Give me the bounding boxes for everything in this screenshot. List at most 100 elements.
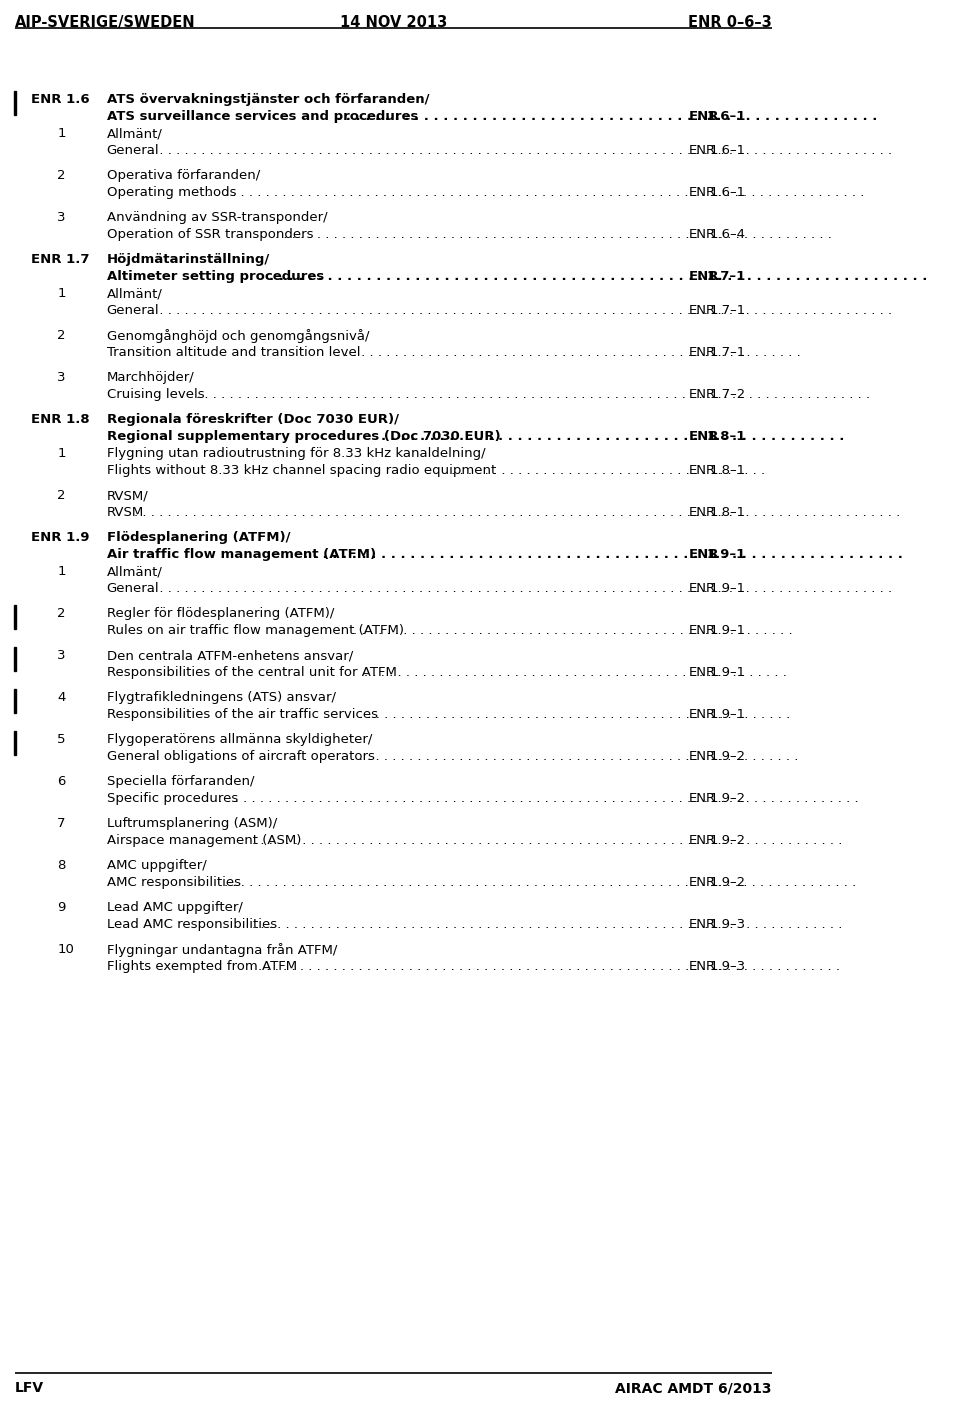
Text: Allmänt/: Allmänt/ <box>107 128 162 140</box>
Text: ENR: ENR <box>688 304 715 317</box>
Text: Flights exempted from ATFM: Flights exempted from ATFM <box>107 960 297 974</box>
Text: . . . . . . . . . . . . . . . . . . . . . . . . . . . . . . . . . . . . . . . . : . . . . . . . . . . . . . . . . . . . . … <box>365 666 792 679</box>
Text: 2: 2 <box>58 328 66 342</box>
Text: 1.9–3: 1.9–3 <box>709 918 746 932</box>
Text: ENR: ENR <box>688 918 715 932</box>
Text: . . . . . . . . . . . . . . . . . . . . . . . . . . . . . . . . . . . . . . . . : . . . . . . . . . . . . . . . . . . . . … <box>252 918 847 932</box>
Text: 2: 2 <box>58 607 66 620</box>
Text: ATS surveillance services and procedures: ATS surveillance services and procedures <box>107 109 418 123</box>
Text: Flödesplanering (ATFM)/: Flödesplanering (ATFM)/ <box>107 530 290 544</box>
Text: 1.7–1: 1.7–1 <box>709 304 746 317</box>
Text: ENR: ENR <box>688 549 719 561</box>
Text: ENR: ENR <box>688 582 715 595</box>
Text: 1: 1 <box>58 565 66 578</box>
Text: General: General <box>107 145 159 157</box>
Text: ENR: ENR <box>688 187 715 199</box>
Text: ATS övervakningstjänster och förfaranden/: ATS övervakningstjänster och förfaranden… <box>107 93 429 107</box>
Text: Air traffic flow management (ATFM): Air traffic flow management (ATFM) <box>107 549 375 561</box>
Text: Cruising levels: Cruising levels <box>107 389 204 401</box>
Text: . . . . . . . . . . . . . . . . . . . . . . . . . . . . . . . . . . . . . . . . : . . . . . . . . . . . . . . . . . . . . … <box>134 506 904 519</box>
Text: ENR: ENR <box>688 833 715 847</box>
Text: ENR: ENR <box>688 229 715 241</box>
Text: Rules on air traffic flow management (ATFM): Rules on air traffic flow management (AT… <box>107 624 403 637</box>
Text: 10: 10 <box>58 943 74 955</box>
Text: . . . . . . . . . . . . . . . . . . . . . . . . . . . . . . . . . . . . . . . . : . . . . . . . . . . . . . . . . . . . . … <box>381 429 850 443</box>
Text: ENR 0–6–3: ENR 0–6–3 <box>688 15 772 29</box>
Bar <box>14 647 16 671</box>
Text: ENR 1.7: ENR 1.7 <box>31 253 89 267</box>
Text: General: General <box>107 582 159 595</box>
Text: ENR: ENR <box>688 751 715 763</box>
Text: 1.6–1: 1.6–1 <box>709 145 746 157</box>
Bar <box>14 731 16 755</box>
Text: AMC uppgifter/: AMC uppgifter/ <box>107 859 206 873</box>
Text: ENR: ENR <box>688 464 715 477</box>
Text: . . . . . . . . . . . . . . . . . . . . . . . . . . . . . . . . . . . . . . . . : . . . . . . . . . . . . . . . . . . . . … <box>426 464 770 477</box>
Text: Responsibilities of the central unit for ATFM: Responsibilities of the central unit for… <box>107 666 396 679</box>
Text: ENR: ENR <box>688 875 715 890</box>
Text: LFV: LFV <box>14 1381 44 1395</box>
Text: 8: 8 <box>58 859 65 873</box>
Text: 1.9–3: 1.9–3 <box>709 960 746 974</box>
Text: Flygtrafikledningens (ATS) ansvar/: Flygtrafikledningens (ATS) ansvar/ <box>107 692 336 704</box>
Text: . . . . . . . . . . . . . . . . . . . . . . . . . . . . . . . . . . . . . . . . : . . . . . . . . . . . . . . . . . . . . … <box>275 229 835 241</box>
Text: . . . . . . . . . . . . . . . . . . . . . . . . . . . . . . . . . . . . . . . . : . . . . . . . . . . . . . . . . . . . . … <box>302 549 907 561</box>
Text: Speciella förfaranden/: Speciella förfaranden/ <box>107 774 254 788</box>
Text: Användning av SSR-transponder/: Användning av SSR-transponder/ <box>107 210 327 224</box>
Text: 9: 9 <box>58 901 65 913</box>
Text: 1.6–4: 1.6–4 <box>709 229 746 241</box>
Text: 1.6–1: 1.6–1 <box>709 187 746 199</box>
Text: Genomgånghöjd och genomgångsnivå/: Genomgånghöjd och genomgångsnivå/ <box>107 328 369 342</box>
Text: . . . . . . . . . . . . . . . . . . . . . . . . . . . . . . . . . . . . . . . . : . . . . . . . . . . . . . . . . . . . . … <box>151 582 897 595</box>
Text: 1.9–2: 1.9–2 <box>709 875 746 890</box>
Text: 3: 3 <box>58 370 66 384</box>
Text: 1.7–1: 1.7–1 <box>709 347 746 359</box>
Text: 1.7–1: 1.7–1 <box>707 269 746 283</box>
Text: . . . . . . . . . . . . . . . . . . . . . . . . . . . . . . . . . . . . . . . . : . . . . . . . . . . . . . . . . . . . . … <box>218 793 863 805</box>
Text: ENR: ENR <box>688 624 715 637</box>
Text: Operativa förfaranden/: Operativa förfaranden/ <box>107 168 260 182</box>
Text: . . . . . . . . . . . . . . . . . . . . . . . . . . . . . . . . . . . . . . . . : . . . . . . . . . . . . . . . . . . . . … <box>151 304 897 317</box>
Text: General: General <box>107 304 159 317</box>
Text: Regionala föreskrifter (Doc 7030 EUR)/: Regionala föreskrifter (Doc 7030 EUR)/ <box>107 412 398 427</box>
Text: . . . . . . . . . . . . . . . . . . . . . . . . . . . . . . . . . . . . . . . . : . . . . . . . . . . . . . . . . . . . . … <box>224 875 860 890</box>
Text: 1: 1 <box>58 288 66 300</box>
Text: Höjdmätarinställning/: Höjdmätarinställning/ <box>107 253 270 267</box>
Text: 5: 5 <box>58 732 66 746</box>
Text: 1.9–1: 1.9–1 <box>709 709 746 721</box>
Text: Altimeter setting procedures: Altimeter setting procedures <box>107 269 324 283</box>
Text: 6: 6 <box>58 774 65 788</box>
Text: ENR: ENR <box>688 429 719 443</box>
Text: Regional supplementary procedures (Doc 7030 EUR): Regional supplementary procedures (Doc 7… <box>107 429 500 443</box>
Text: Operating methods: Operating methods <box>107 187 236 199</box>
Text: Flygoperatörens allmänna skyldigheter/: Flygoperatörens allmänna skyldigheter/ <box>107 732 372 746</box>
Text: ENR: ENR <box>688 347 715 359</box>
Text: ENR: ENR <box>688 960 715 974</box>
Text: Den centrala ATFM-enhetens ansvar/: Den centrala ATFM-enhetens ansvar/ <box>107 650 352 662</box>
Text: 3: 3 <box>58 650 66 662</box>
Text: 1.6–1: 1.6–1 <box>707 109 746 123</box>
Text: Regler för flödesplanering (ATFM)/: Regler för flödesplanering (ATFM)/ <box>107 607 334 620</box>
Text: 1: 1 <box>58 448 66 460</box>
Text: ENR 1.8: ENR 1.8 <box>31 412 90 427</box>
Text: 1.9–2: 1.9–2 <box>709 793 746 805</box>
Text: AIP-SVERIGE/SWEDEN: AIP-SVERIGE/SWEDEN <box>14 15 196 29</box>
Text: ENR 1.9: ENR 1.9 <box>31 530 89 544</box>
Text: 1.8–1: 1.8–1 <box>709 506 746 519</box>
Text: Specific procedures: Specific procedures <box>107 793 238 805</box>
Text: . . . . . . . . . . . . . . . . . . . . . . . . . . . . . . . . . . . . . . . . : . . . . . . . . . . . . . . . . . . . . … <box>257 960 844 974</box>
Text: ENR: ENR <box>688 666 715 679</box>
Text: 1.7–2: 1.7–2 <box>709 389 746 401</box>
Text: RVSM/: RVSM/ <box>107 490 148 502</box>
Text: Flygningar undantagna från ATFM/: Flygningar undantagna från ATFM/ <box>107 943 337 957</box>
Text: AIRAC AMDT 6/2013: AIRAC AMDT 6/2013 <box>615 1381 772 1395</box>
Text: 2: 2 <box>58 168 66 182</box>
Text: Allmänt/: Allmänt/ <box>107 288 162 300</box>
Text: Lead AMC uppgifter/: Lead AMC uppgifter/ <box>107 901 243 913</box>
Text: AMC responsibilities: AMC responsibilities <box>107 875 241 890</box>
Text: 4: 4 <box>58 692 65 704</box>
Text: ENR: ENR <box>688 269 719 283</box>
Text: Marchhöjder/: Marchhöjder/ <box>107 370 194 384</box>
Text: ENR: ENR <box>688 709 715 721</box>
Text: Flights without 8.33 kHz channel spacing radio equipment: Flights without 8.33 kHz channel spacing… <box>107 464 495 477</box>
